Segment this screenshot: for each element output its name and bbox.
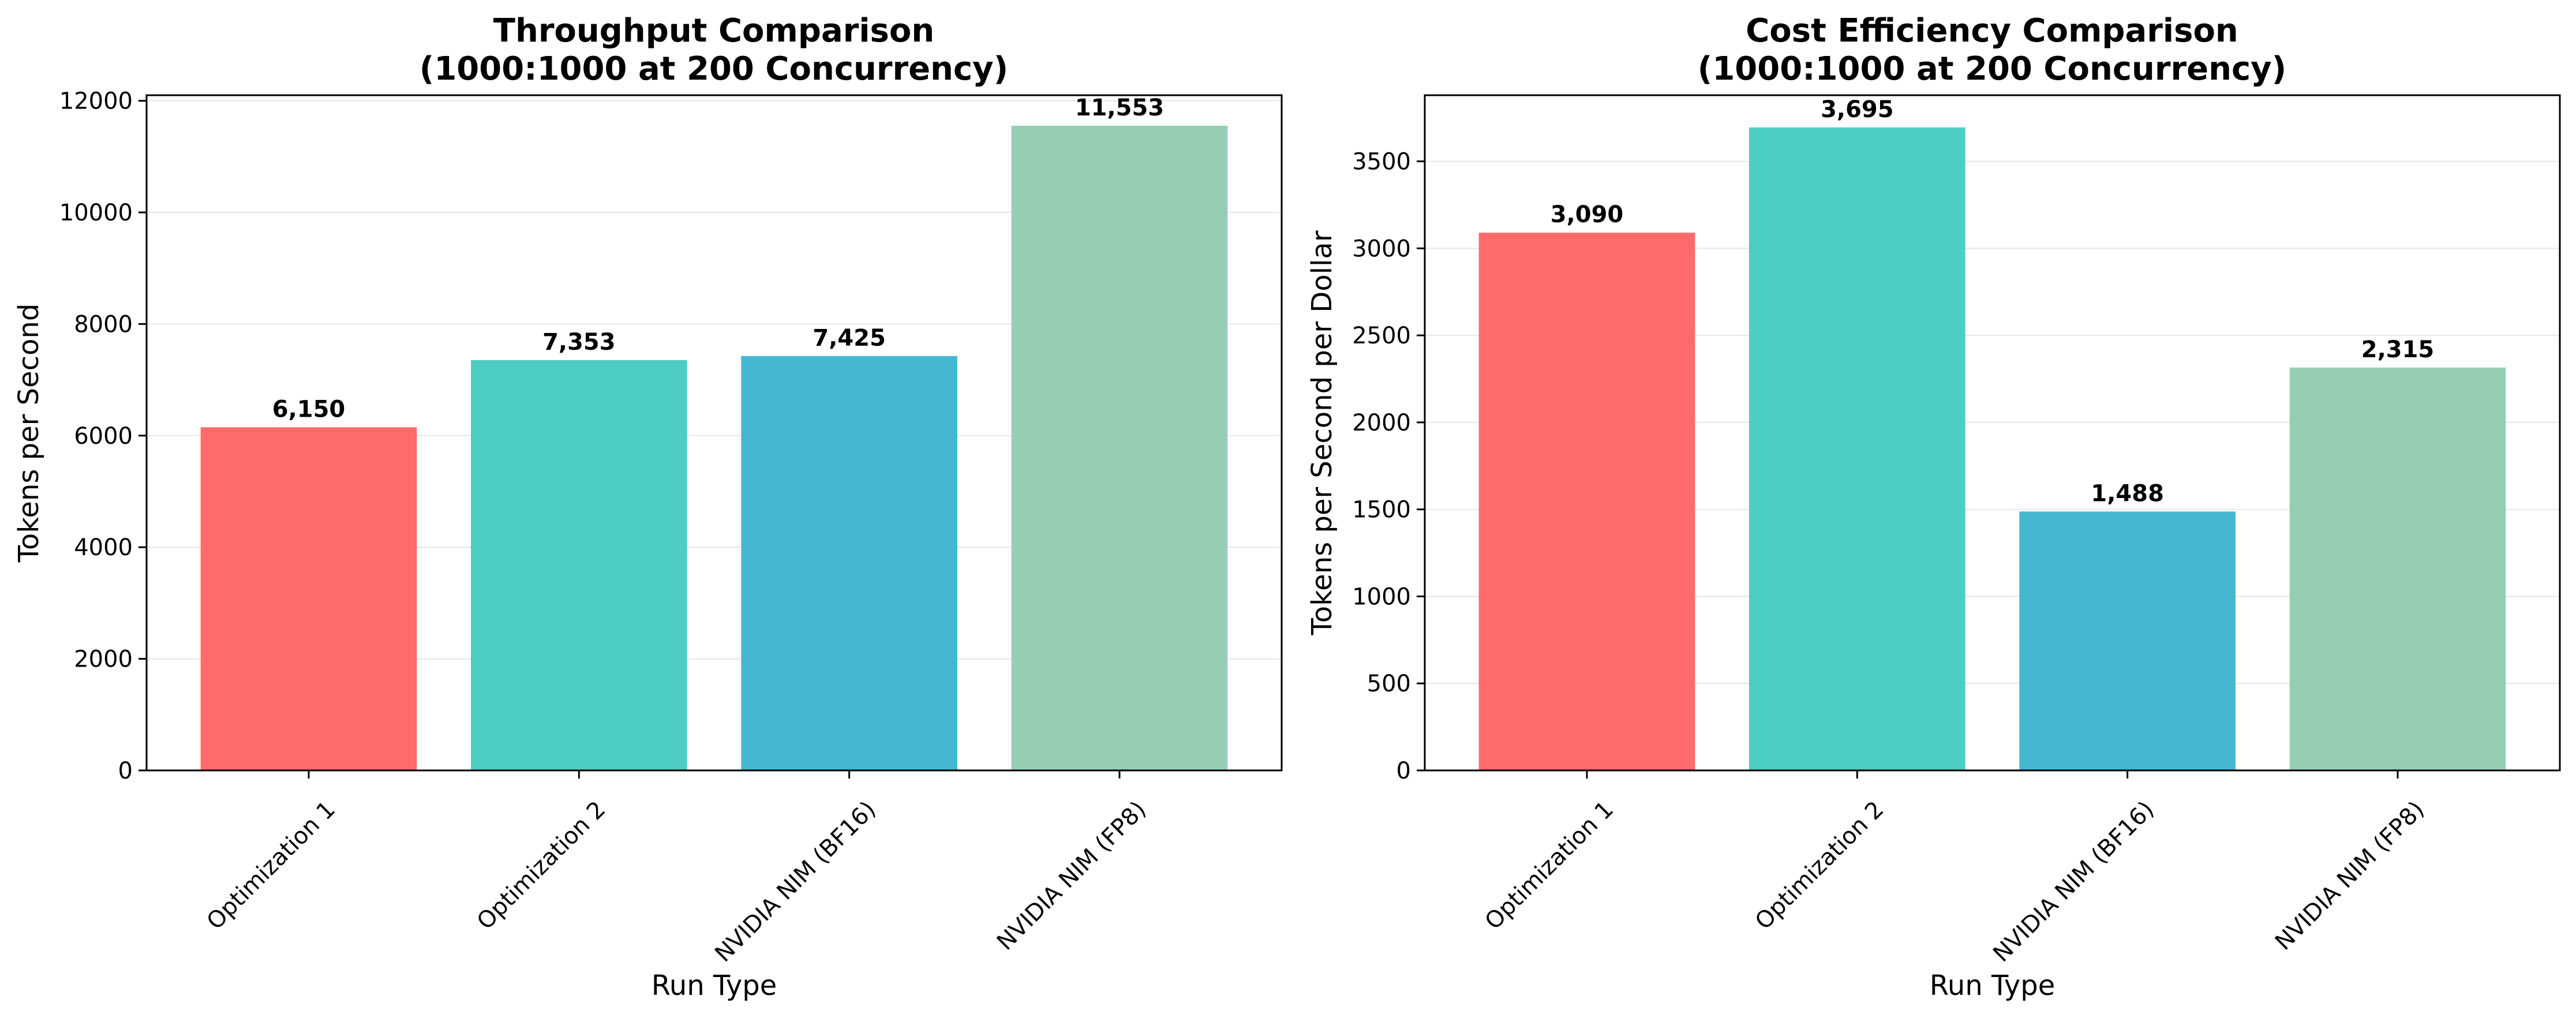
x-tick-label: NVIDIA NIM (BF16): [710, 796, 881, 967]
y-tick-label: 2500: [1352, 323, 1411, 349]
bar: [741, 356, 957, 770]
chart-title: Cost Efficiency Comparison (1000:1000 at …: [1698, 12, 2287, 88]
x-tick-label: Optimization 1: [1480, 796, 1619, 935]
y-axis-label: Tokens per Second: [13, 304, 45, 563]
x-axis-label: Run Type: [652, 970, 777, 1002]
y-tick-label: 2000: [74, 646, 133, 673]
x-tick-label: Optimization 2: [472, 796, 611, 935]
bar: [200, 427, 417, 770]
chart-panel-2: Cost Efficiency Comparison (1000:1000 at …: [1306, 12, 2561, 1002]
y-tick-label: 4000: [74, 534, 133, 561]
y-tick-label: 500: [1367, 671, 1411, 697]
x-tick-label: Optimization 2: [1750, 796, 1889, 935]
bar: [471, 360, 687, 770]
chart-title-line: (1000:1000 at 200 Concurrency): [420, 50, 1009, 88]
bar-data-label: 2,315: [2361, 336, 2435, 363]
x-tick-label: NVIDIA NIM (FP8): [2270, 796, 2429, 956]
y-tick-label: 8000: [74, 311, 133, 338]
axes-frame: [1424, 94, 2561, 772]
bar-data-label: 6,150: [272, 396, 346, 422]
y-tick-label: 1000: [1352, 583, 1411, 610]
bar-data-label: 11,553: [1075, 95, 1164, 121]
y-tick-label: 12000: [59, 88, 133, 115]
chart-title: Throughput Comparison (1000:1000 at 200 C…: [420, 12, 1009, 88]
bar-data-label: 3,695: [1821, 96, 1894, 123]
y-tick-label: 3500: [1352, 149, 1411, 175]
chart-title-line: Cost Efficiency Comparison: [1746, 12, 2238, 50]
x-tick-label: NVIDIA NIM (FP8): [992, 796, 1151, 956]
y-tick-label: 10000: [59, 200, 133, 226]
y-tick-label: 2000: [1352, 410, 1411, 436]
bar: [1478, 233, 1695, 770]
chart-title-line: Throughput Comparison: [493, 12, 934, 50]
y-tick-label: 6000: [74, 423, 133, 450]
bar: [1011, 125, 1228, 771]
y-tick-label: 0: [1396, 758, 1411, 784]
y-axis-label: Tokens per Second per Dollar: [1306, 230, 1338, 635]
bar: [2289, 367, 2506, 770]
axes-frame: [145, 94, 1283, 772]
bar-data-label: 7,425: [813, 325, 886, 351]
bar-data-label: 1,488: [2091, 480, 2164, 507]
x-axis-label: Run Type: [1930, 970, 2055, 1002]
y-tick-label: 3000: [1352, 235, 1411, 262]
bar: [2019, 511, 2236, 770]
x-tick-label: NVIDIA NIM (BF16): [1988, 796, 2159, 967]
bar: [1749, 127, 1965, 770]
y-tick-label: 1500: [1352, 497, 1411, 523]
x-tick-label: Optimization 1: [202, 796, 340, 935]
y-tick-label: 0: [118, 758, 133, 784]
chart-panel-1: Throughput Comparison (1000:1000 at 200 C…: [13, 12, 1283, 1002]
chart-title-line: (1000:1000 at 200 Concurrency): [1698, 50, 2287, 88]
bar-data-label: 3,090: [1551, 201, 1624, 228]
bar-data-label: 7,353: [542, 329, 616, 355]
